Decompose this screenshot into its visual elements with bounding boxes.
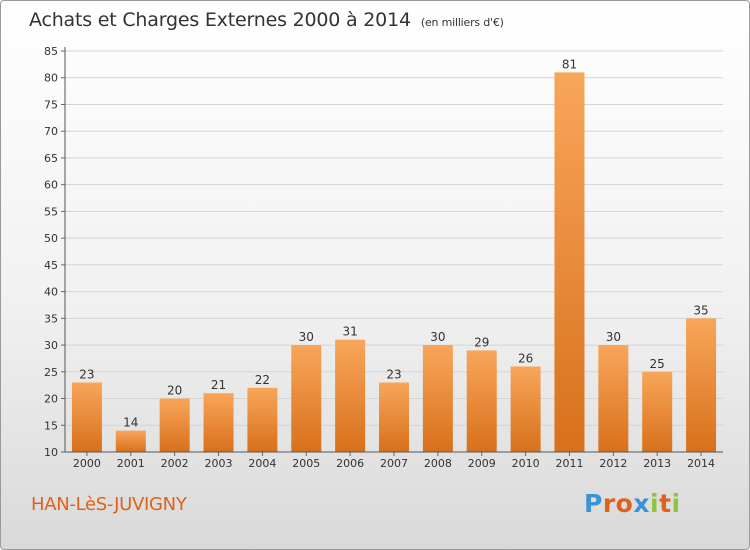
logo-letter: P [584,489,603,518]
x-tick-label: 2012 [599,457,627,470]
value-label: 25 [650,357,665,371]
x-tick-label: 2001 [117,457,145,470]
bar [115,430,146,452]
y-tick-label: 20 [44,393,58,406]
x-tick-label: 2006 [336,457,364,470]
x-tick-label: 2008 [424,457,452,470]
y-tick-label: 75 [44,98,58,111]
x-tick-label: 2004 [248,457,276,470]
logo-letter: i [650,489,660,518]
bar [642,371,673,452]
x-tick-label: 2010 [512,457,540,470]
bar [247,387,278,452]
bar [71,382,102,452]
value-label: 35 [693,303,708,317]
y-tick-label: 10 [44,446,58,459]
y-tick-label: 40 [44,286,58,299]
bar [159,398,190,452]
unit-label: (en milliers d'€) [420,16,504,29]
x-tick-label: 2009 [468,457,496,470]
title-text: Achats et Charges Externes 2000 à 2014 [29,9,411,31]
y-tick-label: 85 [44,45,58,58]
value-label: 30 [299,330,314,344]
x-tick-label: 2000 [73,457,101,470]
x-tick-label: 2007 [380,457,408,470]
value-label: 29 [474,335,489,349]
x-tick-label: 2011 [555,457,583,470]
x-tick-label: 2014 [687,457,715,470]
value-label: 23 [79,367,94,381]
bar [510,366,541,452]
y-tick-labels: 10 15 20 25 30 35 40 45 50 55 60 65 70 75 80 85 [44,45,58,459]
value-label: 30 [430,330,445,344]
x-tick-labels: 2000 2001 2002 2003 2004 2005 2006 2007 2008 2009… [73,452,715,470]
x-tick-label: 2005 [292,457,320,470]
bar [466,350,497,452]
bar [422,345,453,452]
value-labels: 23 14 20 21 22 30 31 23 30 29 26 81 30 25 35 [79,57,708,429]
y-tick-label: 70 [44,125,58,138]
x-tick-label: 2002 [161,457,189,470]
value-label: 22 [255,373,270,387]
value-label: 23 [386,367,401,381]
y-tick-label: 30 [44,339,58,352]
bar [291,345,322,452]
logo-letter: r [602,489,616,518]
y-tick-label: 25 [44,366,58,379]
bar [335,339,366,452]
x-tick-label: 2013 [643,457,671,470]
logo-letter: t [659,489,672,518]
chart-title: Achats et Charges Externes 2000 à 2014 (e… [29,9,504,31]
logo-letter: i [671,489,681,518]
proxiti-logo: Proxiti [584,489,681,518]
y-tick-label: 15 [44,419,58,432]
y-tick-label: 65 [44,152,58,165]
value-label: 20 [167,384,182,398]
bar [554,72,585,453]
bar [598,345,629,452]
y-tick-label: 60 [44,179,58,192]
value-label: 21 [211,378,226,392]
logo-letter: o [615,489,634,518]
y-tick-label: 50 [44,232,58,245]
logo-letter: x [633,489,650,518]
bar [379,382,409,452]
value-label: 14 [123,416,138,430]
value-label: 30 [606,330,621,344]
town-name: HAN-LèS-JUVIGNY [31,494,187,515]
y-tick-label: 55 [44,205,58,218]
bars [71,72,717,453]
value-label: 26 [518,351,533,365]
y-tick-label: 35 [44,312,58,325]
value-label: 31 [342,325,357,339]
value-label: 81 [562,57,577,71]
y-tick-label: 45 [44,259,58,272]
y-tick-label: 80 [44,72,58,85]
bar [686,318,717,452]
x-tick-label: 2003 [205,457,233,470]
bar [203,393,234,452]
